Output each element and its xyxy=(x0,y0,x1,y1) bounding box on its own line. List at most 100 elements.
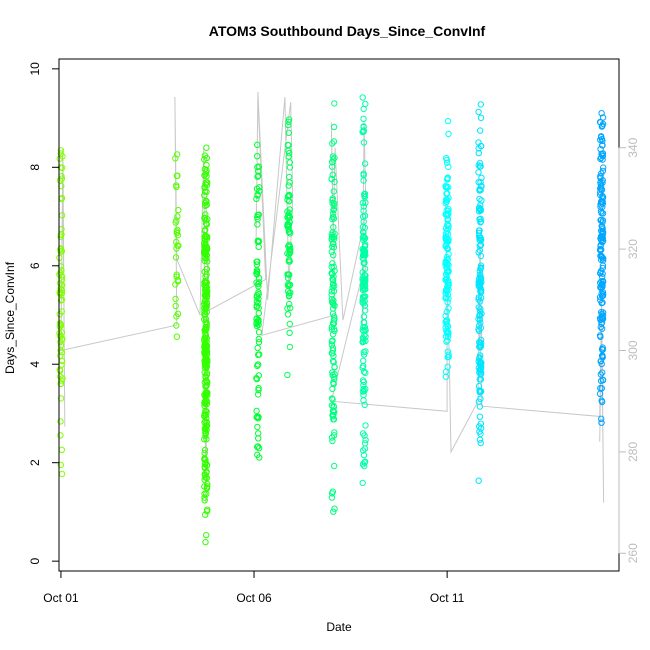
data-point xyxy=(597,185,604,192)
data-point xyxy=(360,207,367,214)
scatter-series-6 xyxy=(328,100,338,515)
data-point xyxy=(361,160,369,167)
scatter-series-10 xyxy=(596,110,607,426)
data-point xyxy=(444,268,451,275)
data-point xyxy=(477,127,484,134)
data-point xyxy=(597,371,604,378)
data-point xyxy=(174,151,181,158)
data-point xyxy=(253,261,261,268)
data-point xyxy=(173,228,181,235)
data-point xyxy=(203,221,211,228)
data-point xyxy=(202,217,209,224)
data-point xyxy=(360,251,367,259)
data-point xyxy=(202,316,210,323)
data-point xyxy=(202,292,209,300)
data-point xyxy=(284,274,292,282)
data-point xyxy=(202,273,209,280)
data-point xyxy=(444,174,451,181)
y2-tick-label: 280 xyxy=(626,442,640,462)
data-point xyxy=(477,289,485,296)
data-point xyxy=(360,368,368,375)
data-point xyxy=(444,337,451,344)
data-point xyxy=(476,312,483,319)
data-point xyxy=(443,184,451,192)
data-point xyxy=(286,300,293,308)
data-point xyxy=(476,354,483,361)
y-tick-label: 4 xyxy=(28,361,42,368)
data-point xyxy=(255,275,263,282)
data-point xyxy=(476,339,484,346)
data-point xyxy=(331,100,338,107)
data-point xyxy=(254,451,261,458)
data-point xyxy=(477,425,485,432)
data-point xyxy=(330,317,338,324)
data-point xyxy=(598,415,605,422)
data-point xyxy=(285,198,293,205)
data-point xyxy=(203,371,211,378)
data-point xyxy=(361,242,369,250)
data-point xyxy=(361,440,369,447)
scatter-series-4 xyxy=(253,141,263,461)
data-point xyxy=(202,432,209,440)
data-point xyxy=(172,295,179,303)
data-point xyxy=(330,263,337,270)
data-point xyxy=(597,384,604,392)
data-point xyxy=(329,305,337,312)
data-point xyxy=(203,363,211,370)
data-point xyxy=(597,133,605,140)
data-point xyxy=(202,278,209,285)
data-point xyxy=(362,422,369,429)
data-point xyxy=(329,213,337,221)
data-point xyxy=(328,288,335,295)
data-point xyxy=(599,122,606,129)
data-point xyxy=(331,505,338,512)
data-point xyxy=(598,110,605,117)
data-point xyxy=(360,229,367,236)
data-point xyxy=(330,380,337,388)
data-point xyxy=(477,288,484,295)
data-point xyxy=(359,388,367,395)
data-point xyxy=(201,334,209,341)
data-point xyxy=(328,490,336,497)
data-point xyxy=(328,231,336,239)
data-point xyxy=(56,366,63,373)
data-point xyxy=(330,252,337,259)
data-point xyxy=(359,479,366,487)
data-point xyxy=(174,172,181,179)
data-point xyxy=(329,240,336,248)
data-point xyxy=(360,203,367,210)
data-point xyxy=(173,322,180,329)
data-point xyxy=(360,381,367,389)
scatter-series-9 xyxy=(475,101,485,484)
data-point xyxy=(203,161,210,169)
y2-tick-label: 320 xyxy=(626,239,640,259)
data-point xyxy=(359,254,366,262)
data-point xyxy=(57,418,64,425)
data-point xyxy=(202,171,209,178)
scatter-series-3 xyxy=(201,144,211,546)
data-point xyxy=(328,263,335,271)
data-point xyxy=(475,149,482,157)
data-point xyxy=(286,290,293,297)
data-point xyxy=(328,291,335,298)
data-point xyxy=(360,115,367,123)
data-point xyxy=(359,299,366,306)
data-point xyxy=(331,462,338,470)
y2-tick-label: 340 xyxy=(626,137,640,157)
data-point xyxy=(597,252,604,260)
y2-tick-label: 260 xyxy=(626,543,640,563)
data-point xyxy=(285,129,292,137)
data-point xyxy=(600,164,607,171)
data-point xyxy=(203,426,210,434)
data-point xyxy=(475,249,482,256)
data-point xyxy=(201,240,208,247)
data-point xyxy=(329,337,336,344)
data-point xyxy=(254,163,261,171)
data-point xyxy=(597,296,604,304)
data-point xyxy=(331,376,338,383)
data-point xyxy=(361,459,368,466)
data-point xyxy=(476,298,484,305)
data-point xyxy=(477,207,484,214)
data-point xyxy=(360,319,368,326)
y2-tick-label: 300 xyxy=(626,340,640,360)
